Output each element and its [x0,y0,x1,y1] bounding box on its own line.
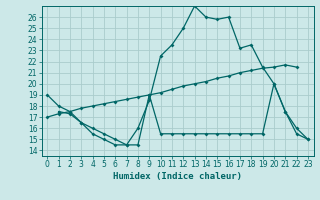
X-axis label: Humidex (Indice chaleur): Humidex (Indice chaleur) [113,172,242,181]
